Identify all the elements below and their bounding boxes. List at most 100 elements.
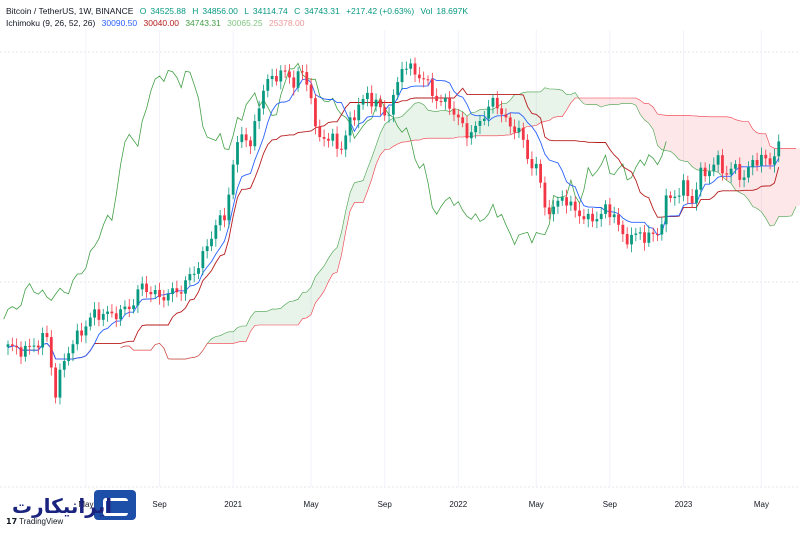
candle-body	[106, 311, 109, 314]
cloud-segment	[622, 98, 628, 104]
cloud-segment	[726, 116, 732, 184]
candle-body	[708, 171, 711, 177]
cloud-segment	[787, 148, 792, 217]
candle	[153, 284, 157, 300]
candle-body	[54, 367, 58, 398]
cloud-segment	[354, 181, 359, 203]
candle-body	[58, 369, 62, 398]
candle-body	[158, 290, 161, 298]
candle-body	[365, 92, 369, 100]
candle	[192, 266, 196, 283]
cloud-segment	[562, 90, 567, 117]
tradingview-label: TradingView	[19, 517, 64, 526]
cloud-segment	[341, 211, 346, 256]
candle-body	[262, 90, 265, 109]
candle-body	[513, 126, 517, 133]
candle	[188, 267, 192, 286]
candle	[123, 300, 127, 316]
cloud-segment	[315, 271, 320, 303]
cloud-segment	[358, 180, 364, 203]
candle-body	[6, 344, 10, 347]
candle-body	[149, 291, 153, 295]
candle-body	[695, 189, 698, 204]
candle-body	[409, 63, 413, 69]
candle	[487, 99, 491, 127]
leading-span-b-line	[120, 97, 797, 360]
candle-body	[751, 159, 755, 168]
candle	[127, 298, 131, 318]
candle-body	[257, 108, 261, 122]
cloud-segment	[306, 287, 312, 318]
x-tick-label: Sep	[378, 500, 393, 509]
cloud-segment	[237, 325, 242, 343]
candle-body	[404, 68, 408, 70]
candle	[729, 162, 733, 183]
candle	[773, 148, 776, 173]
cloud-segment	[523, 91, 528, 128]
cloud-segment	[609, 98, 615, 105]
candle-body	[422, 78, 426, 80]
cloud-segment	[588, 98, 593, 105]
candle	[426, 75, 430, 86]
candle-body	[764, 154, 768, 159]
indicator-legend[interactable]: Ichimoku (9, 26, 52, 26) 30090.50 30040.…	[6, 18, 308, 29]
cloud-segment	[783, 148, 788, 217]
candle-body	[201, 251, 205, 269]
candle	[508, 112, 512, 135]
candle-body	[734, 164, 737, 169]
candle-body	[638, 232, 642, 234]
cloud-segment	[696, 115, 701, 171]
candle-body	[495, 97, 499, 109]
candle-body	[288, 71, 291, 78]
candle-body	[578, 210, 581, 217]
candle-body	[560, 197, 564, 201]
candle	[660, 216, 664, 241]
x-tick-label: May	[754, 500, 769, 509]
symbol-legend[interactable]: Bitcoin / TetherUS, 1W, BINANCE O 34525.8…	[6, 6, 476, 17]
candle	[708, 163, 711, 185]
cloud-segment	[428, 110, 433, 139]
cloud-segment	[549, 89, 554, 121]
candle-body	[214, 225, 218, 239]
candle	[32, 338, 36, 353]
candle-body	[474, 125, 478, 133]
candle-body	[119, 309, 122, 320]
candle	[612, 206, 616, 224]
candle	[664, 188, 668, 233]
candle-body	[682, 180, 685, 196]
candle-body	[32, 345, 36, 347]
close-value: 34743.31	[304, 6, 340, 16]
candle	[725, 165, 729, 180]
cloud-segment	[246, 317, 251, 342]
candle-body	[461, 117, 465, 124]
candle-body	[49, 337, 53, 368]
candle	[28, 338, 32, 355]
candle-body	[93, 309, 96, 318]
candle	[19, 341, 23, 365]
tradingview-brand[interactable]: 17 TradingView	[6, 517, 63, 526]
candle	[400, 61, 404, 91]
candle	[777, 134, 781, 163]
cloud-segment	[687, 115, 693, 167]
x-tick-label: Sep	[603, 500, 618, 509]
candle-body	[184, 280, 187, 294]
candle-body	[569, 201, 573, 206]
candle-body	[487, 106, 491, 119]
candle	[344, 130, 348, 157]
cloud-segment	[419, 102, 424, 141]
vol-label: Vol	[420, 6, 433, 16]
cloud-segment	[544, 87, 550, 122]
cloud-segment	[220, 333, 225, 344]
candle-body	[179, 292, 183, 294]
cloud-segment	[254, 311, 260, 326]
candle-body	[452, 108, 456, 115]
cloud-segment	[635, 98, 641, 115]
conversion-value: 30090.50	[101, 18, 138, 28]
candle	[184, 276, 187, 301]
candle	[175, 280, 179, 298]
candle	[197, 261, 200, 280]
candle-body	[543, 182, 547, 208]
cloud-segment	[514, 94, 519, 133]
candle-body	[617, 214, 620, 225]
